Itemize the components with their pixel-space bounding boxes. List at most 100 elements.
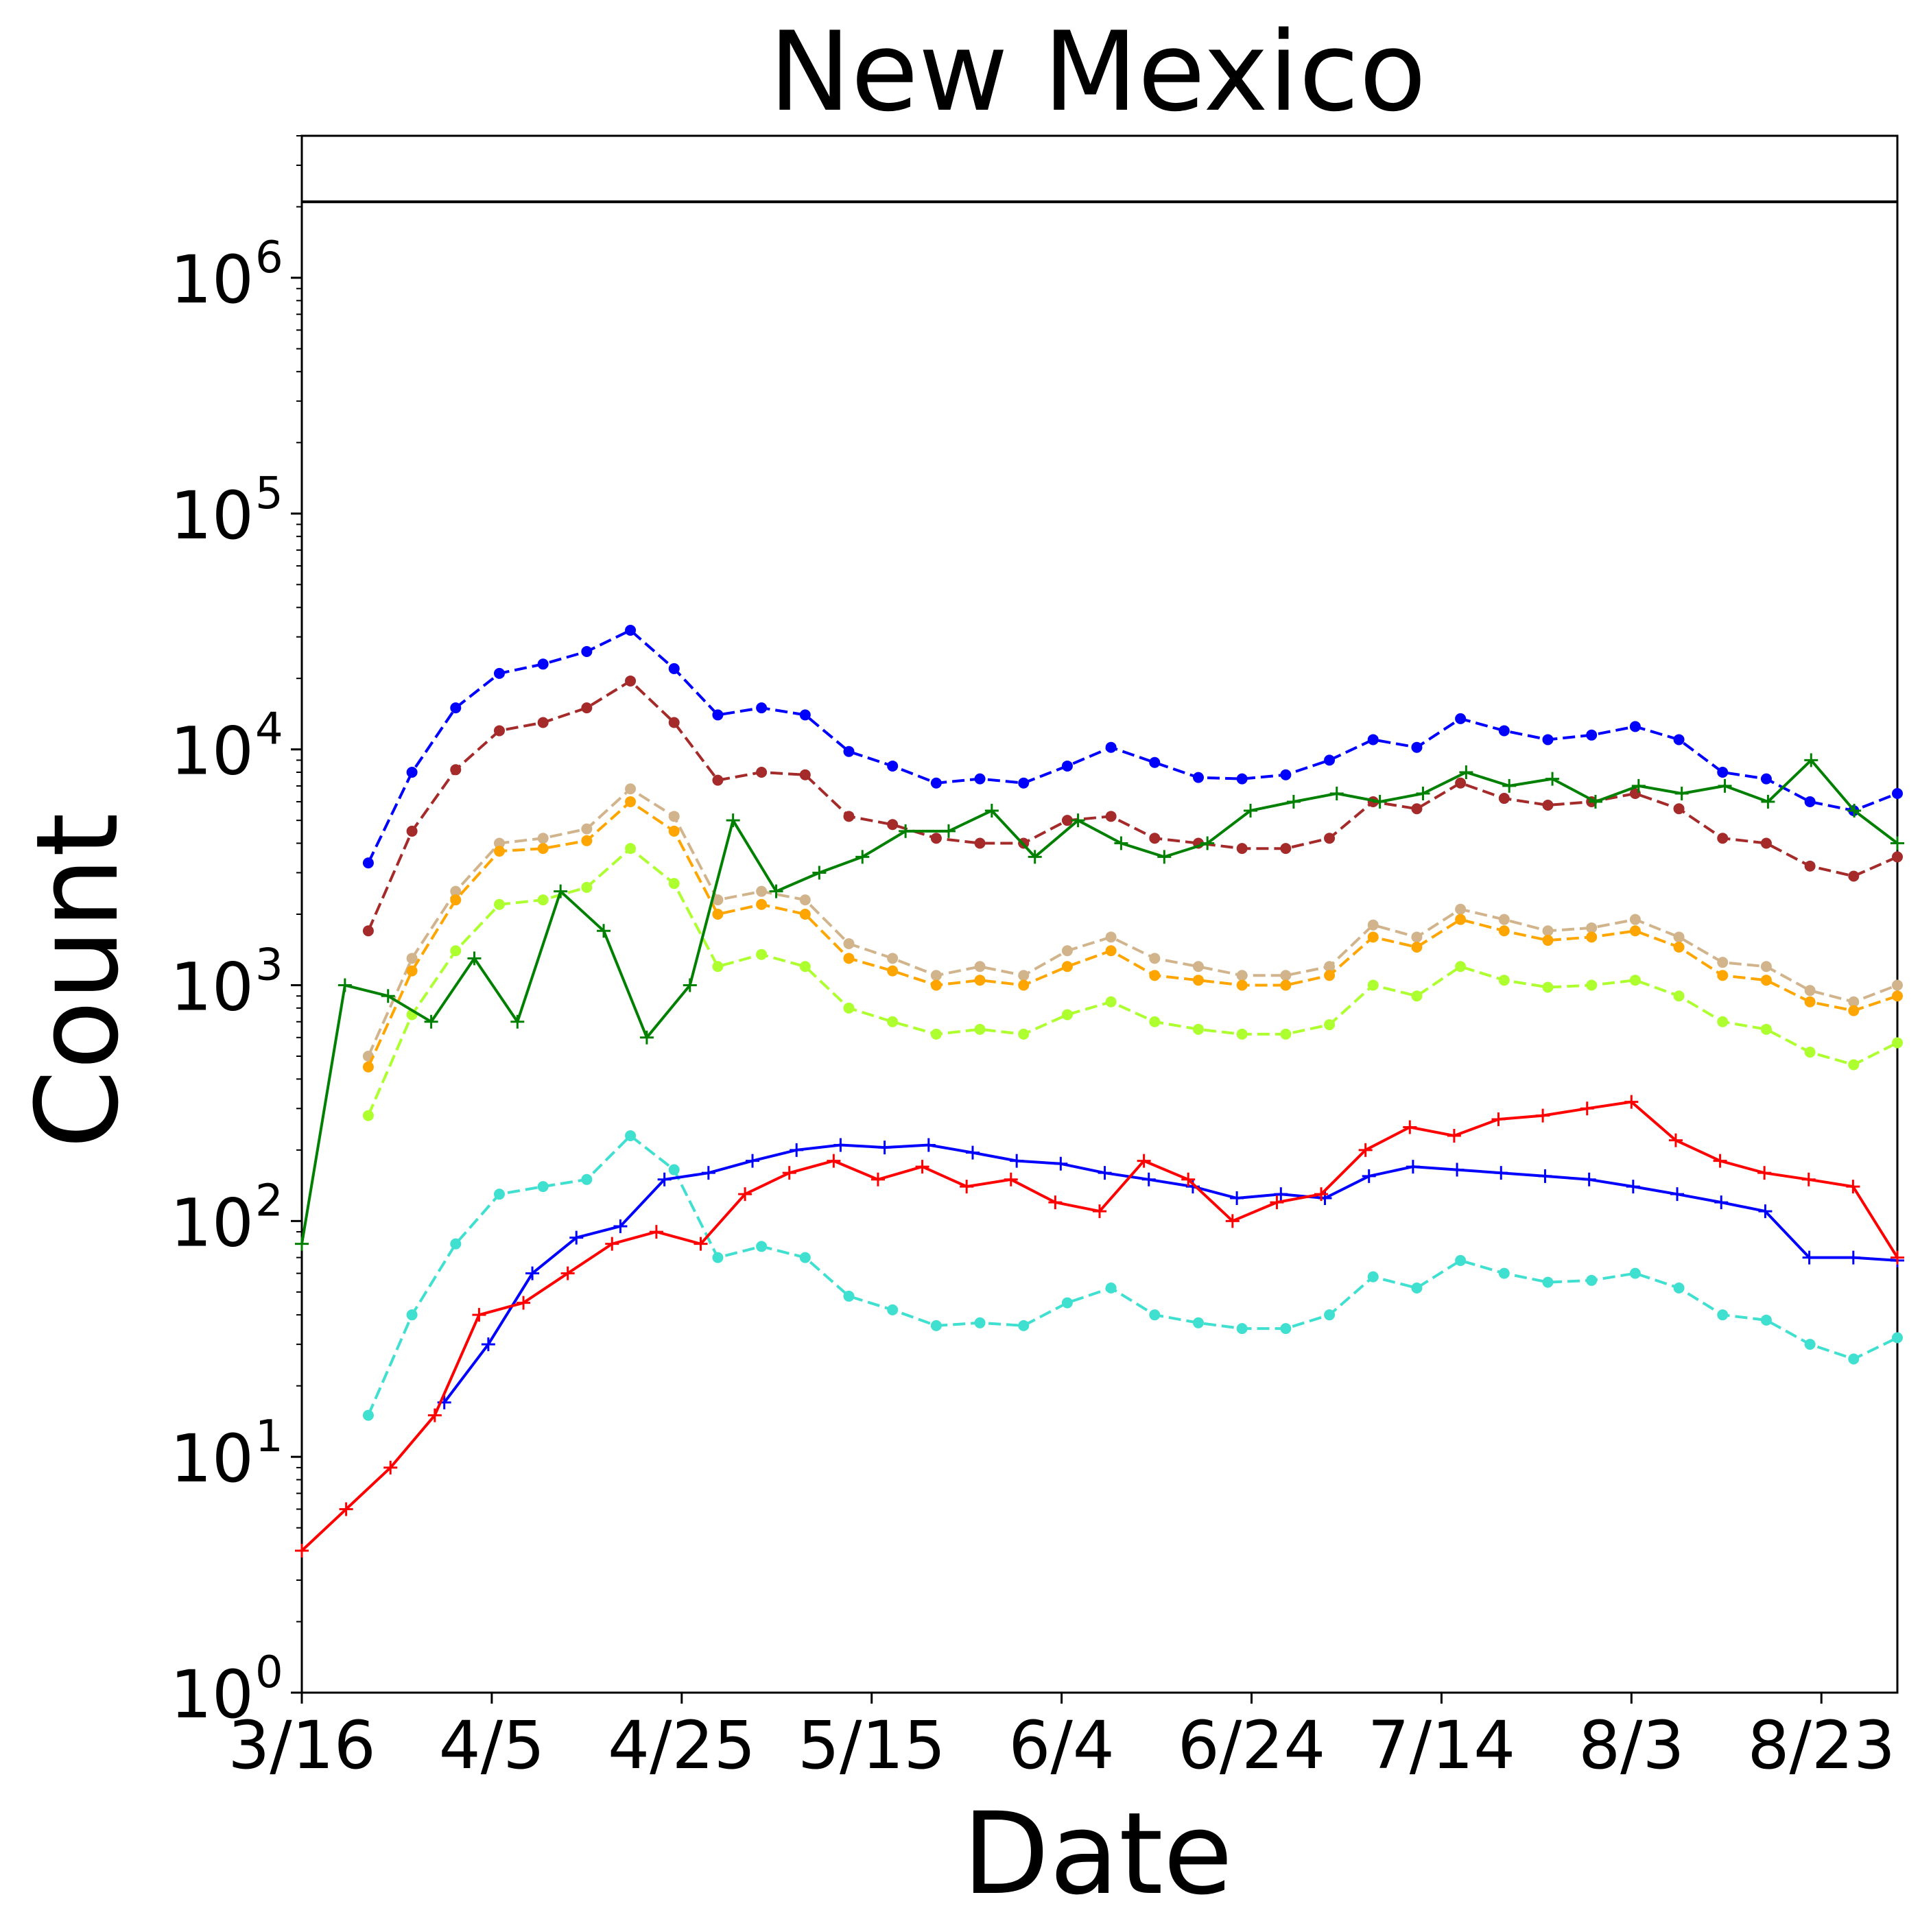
data-point xyxy=(930,833,942,844)
data-point xyxy=(1629,914,1641,925)
data-point xyxy=(339,1502,353,1516)
data-point xyxy=(930,979,942,991)
data-point xyxy=(1892,979,1903,991)
data-point xyxy=(1114,836,1128,850)
data-point xyxy=(1758,1204,1773,1219)
data-point xyxy=(870,1172,885,1186)
data-point xyxy=(1804,753,1818,767)
data-point xyxy=(1582,1172,1596,1186)
data-point xyxy=(1586,931,1598,943)
data-point xyxy=(694,1237,708,1251)
series xyxy=(295,1095,1904,1558)
data-point xyxy=(1010,1154,1024,1168)
data-point xyxy=(406,953,418,964)
data-point xyxy=(1891,836,1904,850)
data-point xyxy=(799,769,811,780)
data-point xyxy=(1329,787,1344,800)
y-tick-exponent: 6 xyxy=(255,232,283,283)
data-point xyxy=(799,909,811,920)
data-point xyxy=(581,823,593,835)
x-tick-label: 6/4 xyxy=(1008,1707,1115,1784)
data-point xyxy=(1367,1271,1379,1283)
data-point xyxy=(701,1166,715,1180)
data-point xyxy=(1236,1028,1248,1040)
data-point xyxy=(1536,1108,1550,1123)
data-point xyxy=(493,846,505,857)
series xyxy=(437,1138,1904,1409)
data-point xyxy=(668,717,680,728)
data-point xyxy=(1411,931,1423,943)
data-point xyxy=(537,717,549,728)
data-point xyxy=(1105,811,1117,822)
series-line xyxy=(367,679,1898,932)
data-point xyxy=(1804,985,1816,997)
data-point xyxy=(1061,1297,1073,1309)
data-point xyxy=(1760,961,1772,973)
data-point xyxy=(1200,836,1215,850)
data-point xyxy=(1324,961,1336,973)
data-point xyxy=(625,624,637,636)
plot-frame xyxy=(300,134,1899,1694)
data-point xyxy=(799,1252,811,1263)
data-point xyxy=(1718,778,1732,793)
data-point xyxy=(712,774,724,786)
data-point xyxy=(424,1014,438,1029)
data-point xyxy=(974,975,986,986)
data-point xyxy=(746,1154,760,1168)
data-point xyxy=(581,702,593,714)
data-point xyxy=(1105,931,1117,943)
data-point xyxy=(1714,1195,1729,1210)
data-point xyxy=(1674,787,1689,800)
data-point xyxy=(930,1320,942,1331)
data-point xyxy=(1403,1120,1417,1134)
data-point xyxy=(1447,1128,1461,1143)
data-point xyxy=(1629,925,1641,937)
y-tick-label: 10 xyxy=(170,1420,254,1497)
data-point xyxy=(493,725,505,737)
data-point xyxy=(1098,1166,1112,1180)
data-point xyxy=(1314,1187,1329,1202)
data-point xyxy=(1004,1172,1018,1186)
data-point xyxy=(1455,1254,1467,1266)
data-point xyxy=(1028,850,1042,864)
data-point xyxy=(1802,1250,1816,1265)
data-point xyxy=(960,1180,974,1194)
data-point xyxy=(887,1304,899,1315)
data-point xyxy=(843,811,855,822)
data-point xyxy=(560,1266,575,1280)
series-line xyxy=(367,787,1898,1057)
data-point xyxy=(295,1543,309,1558)
data-point xyxy=(1367,931,1379,943)
data-point xyxy=(668,663,680,674)
chart-title: New Mexico xyxy=(769,8,1427,136)
series xyxy=(362,1130,1903,1421)
data-point xyxy=(1891,1250,1904,1265)
y-tick-exponent: 3 xyxy=(255,940,283,991)
data-point xyxy=(1580,1101,1594,1116)
data-point xyxy=(493,1189,505,1200)
data-point xyxy=(1455,961,1467,973)
series xyxy=(295,753,1904,1251)
data-point xyxy=(625,783,637,795)
data-point xyxy=(1801,1172,1816,1186)
data-point xyxy=(1631,778,1646,793)
data-point xyxy=(1673,803,1685,815)
data-point xyxy=(1455,914,1467,925)
data-point xyxy=(1892,990,1903,1002)
data-point xyxy=(362,925,374,937)
data-point xyxy=(1018,970,1030,981)
data-point xyxy=(1244,803,1258,818)
data-point xyxy=(1760,837,1772,849)
data-point xyxy=(668,825,680,837)
data-point xyxy=(406,766,418,778)
data-point xyxy=(467,951,482,966)
data-point xyxy=(668,878,680,890)
series xyxy=(362,675,1903,937)
y-tick-label: 10 xyxy=(170,241,254,318)
data-point xyxy=(1181,1172,1196,1186)
data-point xyxy=(1498,793,1510,804)
data-point xyxy=(843,746,855,757)
data-point xyxy=(362,1061,374,1073)
data-point xyxy=(1141,1172,1156,1186)
data-point xyxy=(1280,769,1292,780)
